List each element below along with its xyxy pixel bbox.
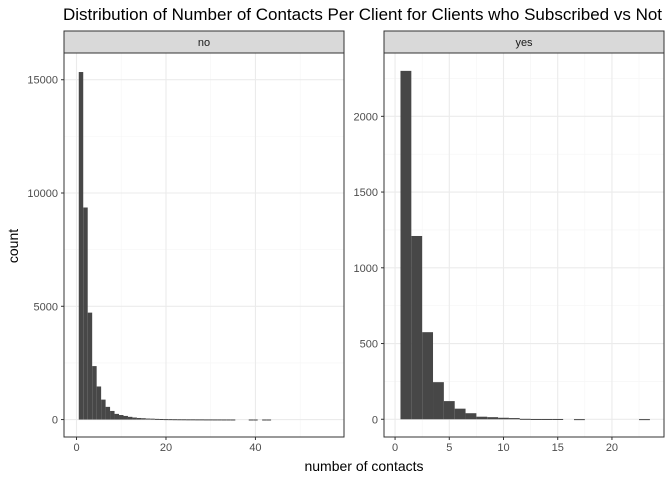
histogram-bar — [168, 419, 173, 421]
histogram-bar — [411, 235, 423, 420]
panel-border — [63, 52, 345, 438]
histogram-bar — [96, 386, 102, 420]
histogram-bar — [101, 399, 106, 420]
histogram-bar — [177, 419, 182, 421]
facet-strip-label: yes — [515, 37, 533, 49]
histogram-bar — [195, 419, 200, 421]
histogram-bar — [110, 410, 115, 420]
histogram-bar — [154, 418, 160, 420]
histogram-bar — [136, 417, 142, 420]
histogram-bar — [159, 418, 164, 420]
panel-background — [64, 53, 344, 437]
histogram-bar — [230, 419, 236, 421]
histogram-bar — [123, 415, 128, 420]
facet-panels: no 0 20 40 0 5000 10000 15000 yes 0 5 10 15 20 0 500 100… — [27, 30, 665, 454]
histogram-bar — [465, 413, 477, 420]
histogram-bar — [208, 419, 213, 421]
histogram-bar — [262, 419, 267, 421]
chart-title: Distribution of Number of Contacts Per C… — [63, 5, 662, 24]
x-tick-label: 20 — [606, 442, 618, 454]
histogram-bar — [181, 419, 187, 421]
facet-no: no 0 20 40 0 5000 10000 15000 — [27, 30, 345, 454]
histogram-bar — [141, 418, 146, 420]
histogram-bar — [199, 419, 204, 421]
histogram-bar — [226, 419, 231, 421]
y-tick-label: 1500 — [354, 187, 378, 199]
histogram-bar — [498, 417, 509, 420]
y-tick-label: 15000 — [27, 75, 58, 87]
facet-strip-label: no — [198, 37, 210, 49]
histogram-bar — [145, 418, 151, 420]
y-tick-label: 5000 — [34, 301, 58, 313]
histogram-bar — [92, 366, 97, 420]
histogram-bar — [454, 408, 466, 420]
histogram-bar — [127, 416, 133, 420]
histogram-bar — [400, 70, 412, 420]
histogram-bar — [132, 417, 137, 420]
histogram-bar — [519, 418, 531, 420]
histogram-bar — [105, 406, 111, 420]
histogram-bar — [172, 419, 178, 421]
histogram-bar — [487, 417, 499, 420]
panel-border — [383, 52, 665, 438]
histogram-bar — [217, 419, 222, 421]
y-tick-label: 10000 — [27, 188, 58, 200]
histogram-bar — [530, 418, 542, 420]
histogram-bar — [87, 312, 93, 420]
x-tick-label: 20 — [160, 442, 172, 454]
histogram-bar — [212, 419, 218, 421]
histogram-bar — [476, 416, 488, 420]
x-tick-label: 0 — [392, 442, 398, 454]
histogram-bar — [186, 419, 191, 421]
histogram-bar — [83, 207, 88, 420]
histogram-bar — [163, 419, 169, 421]
histogram-bar — [443, 401, 455, 420]
histogram-bar — [221, 419, 227, 421]
histogram-bar — [541, 418, 553, 420]
histogram-bar — [119, 415, 124, 420]
histogram-bar — [253, 419, 258, 421]
x-tick-label: 10 — [497, 442, 509, 454]
histogram-bar — [433, 382, 444, 420]
y-axis-title: count — [5, 229, 21, 263]
histogram-bar — [114, 413, 120, 420]
y-tick-label: 2000 — [354, 111, 378, 123]
histogram-bar — [266, 419, 272, 421]
x-tick-label: 15 — [552, 442, 564, 454]
histogram-bar — [552, 418, 564, 420]
y-tick-label: 500 — [360, 339, 378, 351]
histogram-bar — [422, 332, 434, 420]
x-tick-label: 5 — [446, 442, 452, 454]
x-tick-label: 0 — [73, 442, 79, 454]
x-axis-title: number of contacts — [304, 458, 423, 474]
histogram-bar — [150, 418, 155, 420]
y-tick-label: 1000 — [354, 263, 378, 275]
y-tick-label: 0 — [372, 414, 378, 426]
histogram-bar — [248, 419, 254, 421]
histogram-bar — [573, 419, 585, 421]
histogram-bar — [508, 418, 520, 420]
facet-yes: yes 0 5 10 15 20 0 500 1000 1500 2000 — [354, 30, 665, 454]
x-tick-label: 40 — [249, 442, 261, 454]
y-tick-label: 0 — [52, 415, 58, 427]
histogram-bar — [190, 419, 196, 421]
histogram-bar — [78, 72, 84, 420]
histogram-bar — [204, 419, 209, 421]
histogram-bar — [639, 419, 650, 421]
